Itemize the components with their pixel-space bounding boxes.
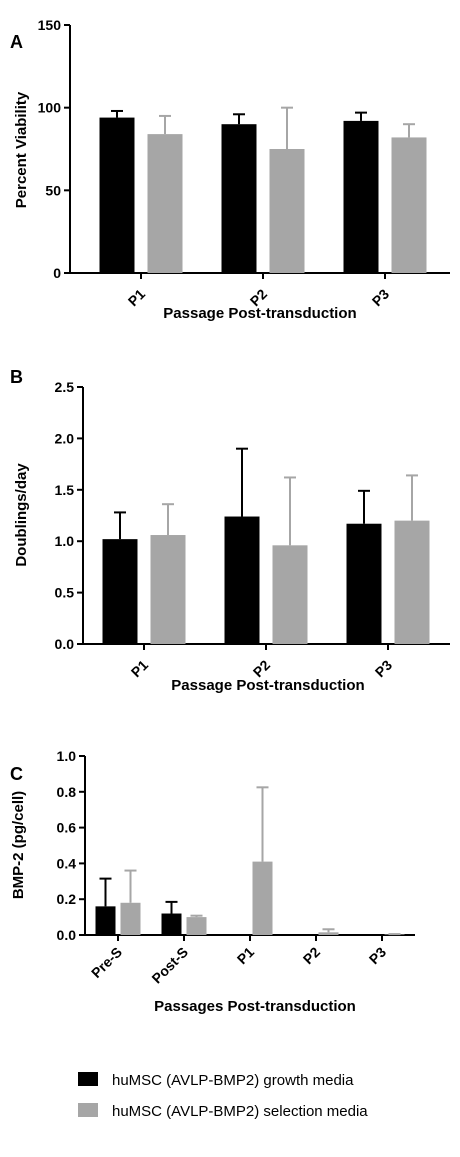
legend: huMSC (AVLP-BMP2) growth media huMSC (AVL… (78, 1072, 368, 1120)
y-tick-label: 0 (53, 265, 61, 281)
panel-letter: A (10, 32, 23, 52)
y-tick-label: 0.4 (57, 855, 77, 871)
bar (95, 906, 116, 935)
y-tick-label: 0.0 (57, 927, 77, 943)
bar (224, 516, 260, 644)
y-tick-label: 1.0 (57, 748, 77, 764)
y-tick-label: 100 (38, 100, 62, 116)
panel-letter: C (10, 764, 23, 784)
x-tick-label: P3 (369, 286, 393, 310)
y-tick-label: 50 (45, 182, 61, 198)
bar (318, 932, 339, 935)
legend-swatch (78, 1103, 98, 1117)
x-axis-title: Passage Post-transduction (163, 305, 356, 322)
y-tick-label: 0.2 (57, 891, 77, 907)
bar (147, 134, 183, 273)
y-tick-label: 1.0 (55, 533, 75, 549)
y-axis-title: BMP-2 (pg/cell) (10, 791, 27, 899)
x-axis-title: Passage Post-transduction (171, 677, 364, 694)
x-tick-label: P3 (366, 944, 390, 968)
y-axis-title: Percent Viability (13, 91, 30, 208)
x-tick-label: P3 (372, 657, 396, 681)
y-tick-label: 0.8 (57, 784, 77, 800)
y-tick-label: 2.5 (55, 379, 75, 395)
panel-letter: B (10, 367, 23, 387)
y-tick-label: 1.5 (55, 482, 75, 498)
x-tick-label: P2 (300, 944, 324, 968)
bar (120, 902, 141, 935)
bar (99, 117, 135, 273)
x-tick-label: P1 (234, 944, 258, 968)
bar (221, 124, 257, 273)
y-tick-label: 0.0 (55, 636, 75, 652)
bar (269, 149, 305, 273)
y-tick-label: 2.0 (55, 430, 75, 446)
x-tick-label: P1 (128, 657, 152, 681)
y-tick-label: 0.6 (57, 820, 77, 836)
legend-label: huMSC (AVLP-BMP2) growth media (112, 1072, 354, 1089)
bar (272, 545, 308, 644)
y-tick-label: 0.5 (55, 585, 75, 601)
bar (394, 520, 430, 644)
bar (252, 861, 273, 935)
x-axis-title: Passages Post-transduction (154, 998, 356, 1015)
bar (161, 913, 182, 935)
bar (186, 917, 207, 935)
legend-swatch (78, 1072, 98, 1086)
x-tick-label: Pre-S (88, 944, 125, 981)
bar (346, 523, 382, 644)
bar (102, 539, 138, 644)
x-tick-label: P1 (125, 286, 149, 310)
legend-label: huMSC (AVLP-BMP2) selection media (112, 1103, 368, 1120)
bar (391, 137, 427, 273)
x-tick-label: Post-S (148, 944, 191, 987)
y-tick-label: 150 (38, 17, 62, 33)
chart-panel-c: C 0.0 0.2 0.4 0.6 0.8 1.0 Pre-S Post-S P1 P2 P3 Pass… (10, 748, 415, 1015)
bar (150, 535, 186, 644)
y-axis-title: Doublings/day (13, 463, 30, 567)
bar (343, 120, 379, 273)
